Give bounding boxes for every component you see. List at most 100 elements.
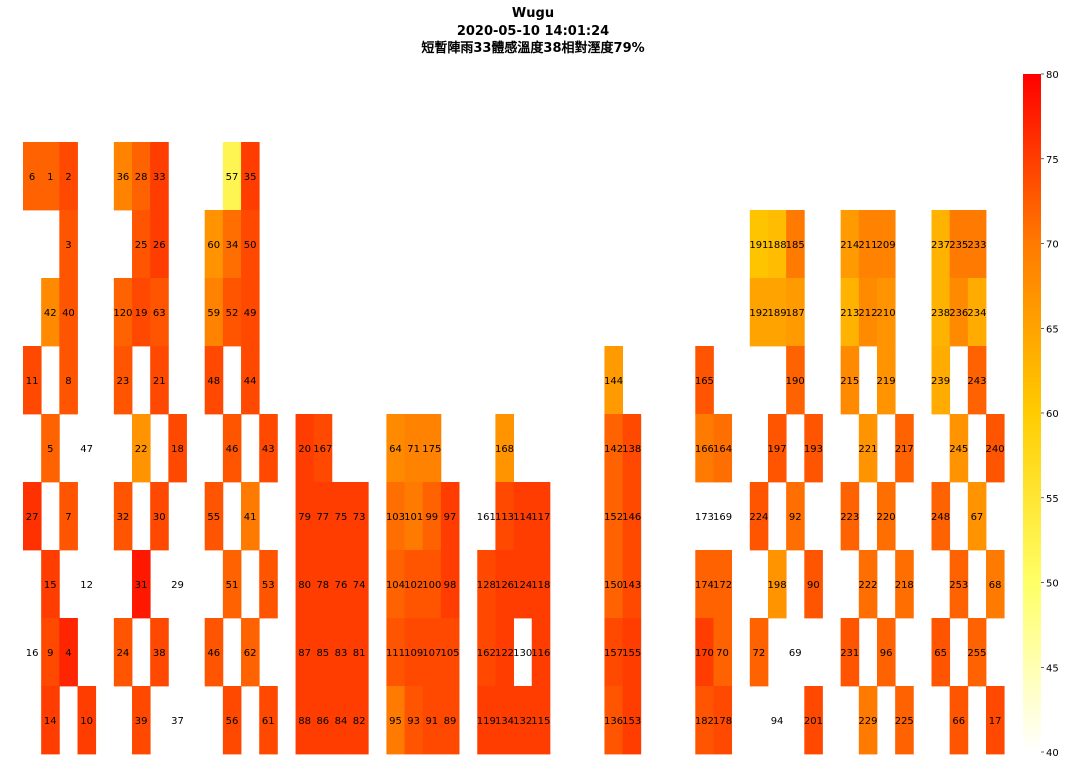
cell-label: 229 — [858, 716, 877, 727]
heatmap-cell — [59, 618, 78, 687]
heatmap-cell — [749, 278, 769, 347]
heatmap-cell — [967, 618, 987, 687]
cell-label: 115 — [531, 716, 550, 727]
cell-label: 25 — [135, 240, 148, 251]
cell-label: 210 — [877, 308, 896, 319]
heatmap-cell — [386, 618, 405, 687]
heatmap-cell — [495, 414, 514, 483]
cell-label: 99 — [425, 512, 438, 523]
cell-label: 233 — [967, 240, 986, 251]
heatmap-cell — [77, 686, 97, 755]
heatmap-cell — [41, 278, 60, 347]
cell-label: 76 — [335, 580, 348, 591]
cell-label: 128 — [477, 580, 496, 591]
heatmap-cell — [858, 550, 878, 619]
cell-label: 94 — [771, 716, 784, 727]
heatmap-cell — [786, 210, 805, 279]
heatmap-cell — [695, 346, 714, 415]
cell-label: 172 — [713, 580, 732, 591]
cell-label: 27 — [26, 512, 39, 523]
cell-label: 213 — [840, 308, 859, 319]
heatmap-cell — [931, 278, 951, 347]
cell-label: 212 — [858, 308, 877, 319]
cell-label: 23 — [117, 376, 130, 387]
heatmap-cell — [786, 346, 805, 415]
cell-label: 82 — [353, 716, 366, 727]
heatmap-cell — [222, 210, 242, 279]
cell-label: 87 — [298, 648, 311, 659]
cell-label: 253 — [949, 580, 968, 591]
heatmap-cell — [204, 346, 224, 415]
cell-label: 197 — [768, 444, 787, 455]
heatmap-cell — [876, 210, 896, 279]
colorbar — [1023, 74, 1041, 752]
cell-label: 74 — [353, 580, 366, 591]
colorbar-tick-label: 75 — [1046, 155, 1059, 166]
heatmap-cell — [241, 278, 260, 347]
heatmap-cell — [513, 482, 533, 551]
cell-label: 83 — [335, 648, 348, 659]
cell-label: 100 — [422, 580, 441, 591]
heatmap-cell — [713, 414, 733, 483]
cell-label: 91 — [425, 716, 438, 727]
cell-label: 14 — [44, 716, 57, 727]
cell-label: 248 — [931, 512, 950, 523]
chart-subtitle: 2020-05-10 14:01:24 — [457, 24, 609, 39]
cell-label: 3 — [65, 240, 71, 251]
heatmap-cell — [222, 686, 242, 755]
colorbar-tick-label: 55 — [1046, 494, 1059, 505]
heatmap-cell — [422, 482, 442, 551]
cell-label: 173 — [695, 512, 714, 523]
heatmap-cell — [241, 346, 260, 415]
cell-label: 81 — [353, 648, 366, 659]
cell-label: 122 — [495, 648, 514, 659]
heatmap-cell — [767, 414, 787, 483]
cell-label: 11 — [26, 376, 39, 387]
heatmap-cell — [840, 210, 860, 279]
cell-label: 117 — [531, 512, 550, 523]
cell-label: 66 — [952, 716, 965, 727]
cell-label: 198 — [768, 580, 787, 591]
heatmap-cell — [313, 550, 333, 619]
cell-label: 224 — [749, 512, 768, 523]
cell-label: 222 — [858, 580, 877, 591]
heatmap-cell — [949, 550, 969, 619]
heatmap-cell — [949, 686, 969, 755]
cell-label: 116 — [531, 648, 550, 659]
cell-label: 60 — [207, 240, 220, 251]
cell-label: 165 — [695, 376, 714, 387]
cell-label: 114 — [513, 512, 532, 523]
cell-label: 44 — [244, 376, 257, 387]
cell-label: 189 — [768, 308, 787, 319]
cell-label: 130 — [513, 648, 532, 659]
cell-label: 55 — [207, 512, 220, 523]
heatmap-cell — [404, 414, 424, 483]
heatmap-cell — [967, 346, 987, 415]
cell-label: 12 — [80, 580, 93, 591]
cell-label: 64 — [389, 444, 402, 455]
cell-label: 138 — [622, 444, 641, 455]
cell-label: 146 — [622, 512, 641, 523]
cell-label: 89 — [444, 716, 457, 727]
heatmap-cell — [59, 210, 78, 279]
cell-label: 188 — [768, 240, 787, 251]
cell-label: 93 — [407, 716, 420, 727]
cell-label: 107 — [422, 648, 441, 659]
heatmap-cell — [41, 686, 60, 755]
cell-label: 190 — [786, 376, 805, 387]
colorbar-tick-label: 65 — [1046, 324, 1059, 335]
heatmap-cell — [858, 686, 878, 755]
heatmap-cell — [986, 686, 1005, 755]
heatmap-cell — [622, 618, 642, 687]
heatmap-cell — [113, 278, 133, 347]
cell-label: 191 — [749, 240, 768, 251]
cell-label: 182 — [695, 716, 714, 727]
cell-label: 217 — [895, 444, 914, 455]
heatmap-cell — [132, 686, 151, 755]
heatmap-cell — [949, 278, 969, 347]
cell-label: 168 — [495, 444, 514, 455]
cell-label: 214 — [840, 240, 859, 251]
cell-label: 19 — [135, 308, 148, 319]
heatmap-cell — [59, 346, 78, 415]
